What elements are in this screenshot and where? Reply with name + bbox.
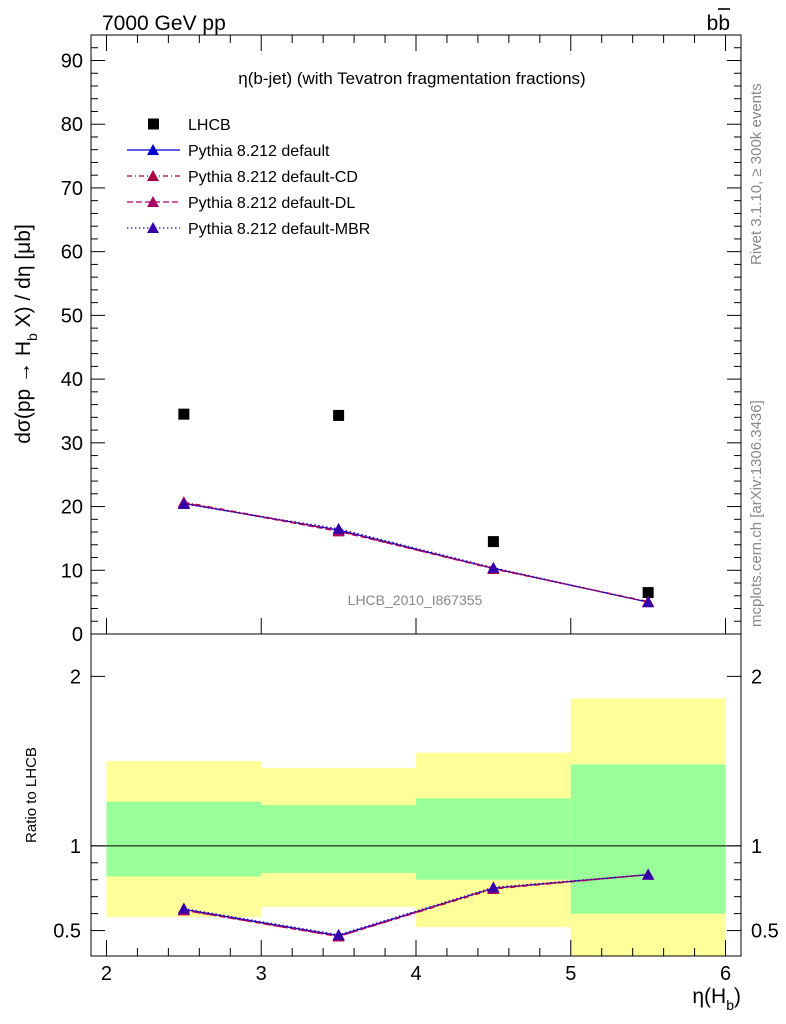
process-label-text: bb bbox=[707, 12, 730, 35]
mbr-marker bbox=[642, 596, 655, 608]
main-y-tick-label: 60 bbox=[61, 242, 83, 264]
main-y-tick-label: 30 bbox=[61, 433, 83, 455]
legend-lhcb-label: LHCB bbox=[188, 117, 231, 134]
ylabel-sub: b bbox=[24, 333, 40, 341]
ratio-mbr-marker bbox=[642, 868, 655, 880]
ratio-y-ticks: 0.5 0.5 1 1 2 2 bbox=[53, 666, 779, 942]
main-y-tick-label: 80 bbox=[61, 114, 83, 136]
legend-mbr-label: Pythia 8.212 default-MBR bbox=[188, 221, 370, 238]
main-y-tick-label: 40 bbox=[61, 369, 83, 391]
main-y-tick-label: 20 bbox=[61, 497, 83, 519]
ratio-y-tick-label: 2 bbox=[70, 666, 81, 688]
ratio-y-tick-label-right: 2 bbox=[751, 666, 762, 688]
inner-band bbox=[261, 805, 416, 873]
xlabel-tail: ) bbox=[734, 985, 741, 1008]
ratio-y-tick-label: 1 bbox=[70, 836, 81, 858]
analysis-tag: LHCB_2010_I867355 bbox=[348, 592, 483, 608]
energy-label: 7000 GeV pp bbox=[102, 12, 226, 35]
x-tick-label: 4 bbox=[410, 963, 421, 985]
main-y-tick-label: 10 bbox=[61, 560, 83, 582]
legend-default-marker bbox=[147, 144, 159, 155]
main-y-tick-label: 90 bbox=[61, 50, 83, 72]
ratio-series-markers bbox=[177, 868, 655, 942]
legend-cd-marker bbox=[147, 170, 159, 181]
default-line bbox=[183, 502, 649, 603]
ratio-uncertainty-bands bbox=[106, 698, 726, 956]
main-series-lines bbox=[183, 501, 649, 603]
inner-band bbox=[570, 764, 726, 914]
mbr-line bbox=[183, 503, 649, 603]
mbr-marker bbox=[332, 522, 345, 534]
inner-band bbox=[416, 798, 571, 880]
ratio-y-tick-label-right: 0.5 bbox=[751, 921, 779, 943]
x-tick-label: 3 bbox=[256, 963, 267, 985]
ratio-mbr-marker bbox=[487, 881, 500, 893]
rivet-label: Rivet 3.1.10, ≥ 300k events bbox=[748, 83, 765, 265]
legend-cd-label: Pythia 8.212 default-CD bbox=[188, 169, 358, 186]
legend-dl-label: Pythia 8.212 default-DL bbox=[188, 195, 355, 212]
xlabel-main: η(H bbox=[692, 985, 726, 1008]
legend-default-label: Pythia 8.212 default bbox=[188, 143, 330, 160]
legend-lhcb-marker bbox=[148, 118, 159, 130]
ratio-y-tick-label-right: 1 bbox=[751, 836, 762, 858]
main-y-axis-label: dσ(pp → Hb X) / dη [μb] bbox=[12, 224, 40, 444]
ratio-mbr-line bbox=[183, 874, 649, 936]
x-ticks: 2 3 4 5 6 bbox=[101, 35, 731, 985]
legend: LHCB Pythia 8.212 default Pythia 8.212 def… bbox=[127, 117, 370, 238]
dl-line bbox=[183, 502, 649, 603]
ratio-mbr-marker bbox=[332, 928, 345, 940]
ratio-y-tick-label: 0.5 bbox=[53, 921, 81, 943]
lhcb-data-point bbox=[178, 408, 190, 420]
lhcb-data-point bbox=[333, 409, 345, 421]
chart-title: η(b-jet) (with Tevatron fragmentation fr… bbox=[238, 69, 585, 88]
mbr-marker bbox=[177, 498, 190, 510]
ylabel-tail: X) / dη [μb] bbox=[12, 224, 35, 333]
lhcb-data-point bbox=[642, 587, 654, 599]
mcplots-label: mcplots.cern.ch [arXiv:1306.3436] bbox=[748, 400, 765, 627]
main-y-tick-label: 50 bbox=[61, 305, 83, 327]
x-tick-label: 6 bbox=[720, 963, 731, 985]
legend-mbr-marker bbox=[147, 222, 159, 233]
process-label: bb bbox=[707, 8, 730, 35]
legend-dl-marker bbox=[147, 196, 159, 207]
main-y-ticks: 0 10 20 30 40 50 60 70 80 90 bbox=[61, 47, 741, 646]
ratio-y-axis-label: Ratio to LHCB bbox=[23, 747, 40, 843]
lhcb-data-point bbox=[487, 536, 499, 548]
ratio-mbr-marker bbox=[177, 902, 190, 914]
xlabel-sub: b bbox=[726, 997, 734, 1013]
ratio-series-lines bbox=[183, 874, 649, 938]
mbr-marker bbox=[487, 561, 500, 573]
ylabel-main: dσ(pp → H bbox=[12, 341, 35, 444]
main-series-markers bbox=[177, 408, 655, 608]
ratio-plot-panel: 0.5 0.5 1 1 2 2 2 3 4 5 6 bbox=[53, 35, 779, 985]
main-y-tick-label: 0 bbox=[72, 624, 83, 646]
main-plot-panel: 0 10 20 30 40 50 60 70 80 90 η(b-jet) (with Tevat… bbox=[61, 34, 742, 646]
x-tick-label: 5 bbox=[565, 963, 576, 985]
x-axis-label: η(Hb) bbox=[692, 985, 741, 1013]
main-y-tick-label: 70 bbox=[61, 178, 83, 200]
inner-band bbox=[106, 801, 262, 877]
x-tick-label: 2 bbox=[101, 963, 112, 985]
